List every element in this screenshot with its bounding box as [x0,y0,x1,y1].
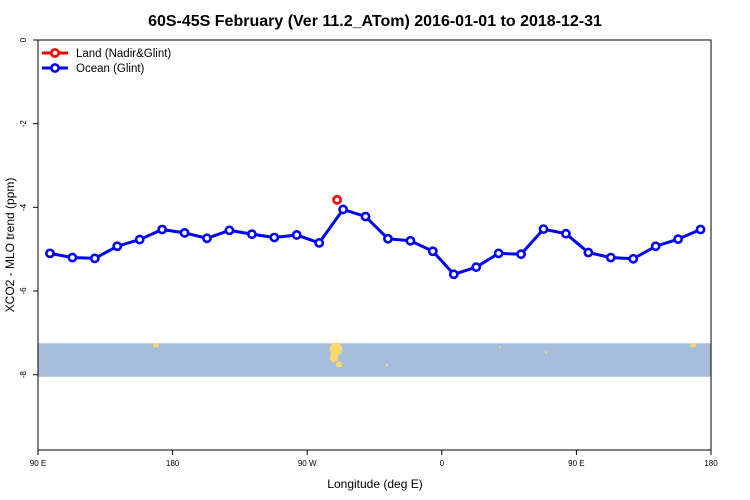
data-point [448,269,459,280]
y-axis-label: XCO2 - MLO trend (ppm) [3,178,17,313]
data-point [246,229,257,240]
legend: Land (Nadir&Glint) Ocean (Glint) [42,48,171,75]
y-tick-label: -4 [19,203,28,211]
x-tick-label: 90 E [30,459,46,468]
legend-marker [50,63,60,73]
data-point [650,241,661,252]
land-patch [499,346,501,349]
data-point [360,211,371,222]
map-ocean-band [38,343,711,377]
data-point [427,246,438,257]
data-point [605,252,616,263]
land-patch [330,352,338,363]
data-point [45,248,55,259]
x-tick-label: 180 [166,459,180,468]
data-point [493,248,504,259]
series-layer [45,194,706,280]
data-point [471,262,482,273]
y-tick-label: -6 [19,287,28,295]
land-patch [153,343,159,348]
chart-title: 60S-45S February (Ver 11.2_ATom) 2016-01… [148,13,602,30]
data-point [67,252,78,263]
x-tick-label: 90 E [568,459,584,468]
y-tick-label: 0 [19,37,28,42]
x-axis: 90 E 180 90 W 0 90 E 180 [30,450,718,468]
land-patch [544,351,548,354]
plot-frame [37,39,712,451]
data-point [112,241,123,252]
y-tick-label: -2 [19,120,28,128]
data-point [179,227,190,238]
data-point [338,204,348,215]
data-point [224,225,235,236]
data-point [673,234,683,245]
series-line-1 [49,207,702,276]
land-patch [385,364,389,367]
data-point [561,228,571,239]
data-point [202,233,212,244]
data-point [583,247,594,258]
legend-marker [50,48,60,58]
x-tick-label: 0 [440,459,445,468]
y-tick-label: -8 [19,371,28,379]
data-point [383,233,393,244]
data-point [157,224,168,235]
data-point [314,238,325,248]
y-axis: 0 -2 -4 -6 -8 [19,37,38,378]
data-point [291,230,302,240]
land-patch [690,343,696,348]
data-point [405,235,416,246]
legend-label: Land (Nadir&Glint) [76,48,171,60]
x-axis-label: Longitude (deg E) [327,477,422,491]
map-strip [38,342,711,377]
data-point [538,224,549,235]
data-point [332,194,343,205]
data-point [134,234,145,245]
x-tick-label: 180 [704,459,718,468]
data-point [516,249,526,260]
data-point [695,224,706,235]
data-point [89,253,100,264]
data-point [628,253,639,264]
land-patch [336,361,342,368]
x-tick-label: 90 W [298,459,317,468]
data-point [269,232,280,243]
legend-label: Ocean (Glint) [76,63,145,75]
